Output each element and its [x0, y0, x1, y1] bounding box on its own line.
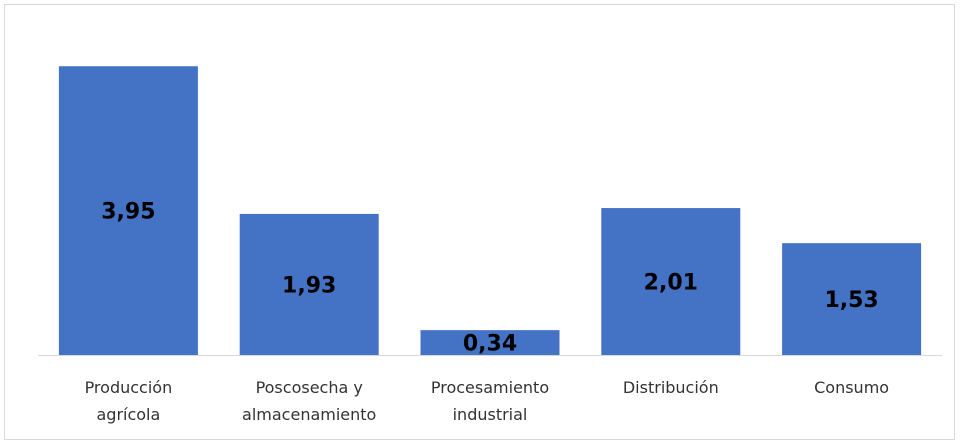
bar-3 — [601, 208, 741, 355]
bar-1 — [239, 213, 379, 355]
category-label-1-line-0: Poscosecha y — [256, 378, 363, 397]
bar-2 — [420, 330, 560, 355]
data-label-4: 1,53 — [824, 288, 878, 313]
category-label-3: Distribución — [623, 378, 719, 397]
data-label-0: 3,95 — [101, 200, 155, 225]
category-label-4: Consumo — [814, 378, 889, 397]
category-label-2-line-0: Procesamiento — [431, 378, 549, 397]
category-label-0: Producción agrícola — [85, 378, 173, 424]
category-label-3-line-0: Distribución — [623, 378, 719, 397]
data-label-2: 0,34 — [463, 332, 517, 357]
bars-layer — [58, 66, 922, 355]
data-label-1: 1,93 — [282, 273, 336, 298]
bar-4 — [782, 243, 922, 355]
category-label-1-line-1: almacenamiento — [242, 405, 376, 424]
category-labels-layer: Producción agrícola Poscosecha y almacenami… — [85, 378, 890, 424]
bar-0 — [58, 66, 198, 355]
category-label-2: Procesamiento industrial — [431, 378, 549, 424]
value-labels-layer: 3,95 1,93 0,34 2,01 1,53 — [101, 200, 878, 357]
category-label-4-line-0: Consumo — [814, 378, 889, 397]
category-label-1: Poscosecha y almacenamiento — [242, 378, 376, 424]
category-label-0-line-0: Producción — [85, 378, 173, 397]
category-label-2-line-1: industrial — [453, 405, 528, 424]
data-label-3: 2,01 — [644, 271, 698, 296]
category-label-0-line-1: agrícola — [96, 405, 160, 424]
